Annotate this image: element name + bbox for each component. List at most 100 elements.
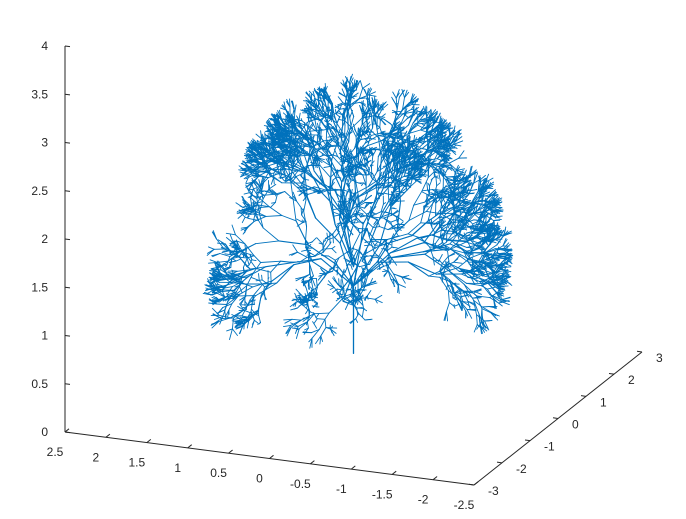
tree-branch-segment	[357, 288, 367, 291]
tree-branch-segment	[354, 212, 359, 216]
tree-branch-segment	[374, 298, 378, 304]
tree-branch-segment	[485, 211, 495, 218]
tree-branch-segment	[357, 299, 364, 306]
tree-branch-segment	[441, 256, 449, 265]
tree-branch-segment	[260, 148, 268, 150]
tree-branch-segment	[247, 303, 255, 306]
tree-branch-segment	[447, 224, 450, 229]
tree-branch-segment	[241, 199, 248, 205]
tree-branch-segment	[429, 199, 435, 203]
tree-branch-segment	[390, 278, 396, 287]
tree-branch-segment	[348, 174, 355, 178]
tree-branch-segment	[423, 201, 428, 213]
tree-branch-segment	[392, 190, 400, 193]
tree-branch-segment	[396, 215, 398, 223]
tree-branch-segment	[252, 163, 259, 168]
tree-branch-segment	[470, 246, 473, 252]
tree-branch-segment	[355, 173, 367, 176]
tree-branch-segment	[453, 261, 463, 264]
tree-branch-segment	[467, 229, 475, 242]
tree-branch-segment	[369, 244, 376, 249]
tree-branch-segment	[351, 96, 355, 100]
tree-branch-segment	[438, 120, 443, 130]
tree-branch-segment	[457, 201, 473, 213]
tree-branch-segment	[277, 131, 285, 133]
tree-branch-segment	[234, 285, 240, 288]
tree-branch-segment	[298, 112, 301, 121]
tree-branch-segment	[248, 208, 252, 211]
tree-branch-segment	[446, 177, 455, 182]
tree-branch-segment	[212, 230, 217, 240]
tree-branch-segment	[351, 92, 359, 98]
tree-branch-segment	[381, 113, 386, 118]
tree-branch-segment	[363, 164, 368, 171]
tree-branch-segment	[482, 254, 491, 258]
tree-branch-segment	[384, 181, 391, 189]
tree-branch-segment	[206, 248, 215, 254]
tree-branch-segment	[336, 288, 344, 291]
tree-branch-segment	[459, 295, 468, 298]
tree-branch-segment	[483, 184, 490, 193]
tree-branch-segment	[213, 281, 218, 287]
tree-branch-segment	[324, 233, 334, 239]
tree-branch-segment	[498, 260, 508, 267]
tree-branch-segment	[457, 302, 463, 310]
tree-branch-segment	[258, 220, 264, 229]
tree-branch-segment	[334, 223, 355, 268]
tree-branch-segment	[462, 214, 472, 218]
tree-branch-segment	[303, 199, 307, 212]
tree-branch-segment	[357, 212, 364, 215]
tree-branch-segment	[407, 222, 422, 235]
tree-branch-segment	[343, 257, 352, 263]
tree-branch-segment	[329, 287, 335, 290]
tree-branch-segment	[290, 147, 294, 150]
tree-branch-segment	[491, 259, 495, 262]
tree-branch-segment	[481, 222, 487, 227]
tree-branch-segment	[267, 123, 273, 131]
tree-branch-segment	[320, 191, 347, 219]
tree-branch-segment	[343, 300, 349, 304]
tree-branch-segment	[266, 119, 273, 128]
tree-branch-segment	[446, 302, 450, 312]
tree-branch-segment	[478, 220, 483, 223]
tree-branch-segment	[438, 159, 442, 164]
tree-branch-segment	[367, 280, 376, 285]
tree-branch-segment	[489, 297, 499, 304]
tree-branch-segment	[380, 203, 384, 213]
tree-branch-segment	[322, 248, 333, 250]
tree-branch-segment	[242, 227, 249, 235]
tree-branch-segment	[394, 122, 398, 128]
tree-branch-segment	[253, 180, 261, 188]
tree-branch-segment	[251, 174, 261, 183]
tree-branch-segment	[252, 280, 273, 288]
tree-branch-segment	[480, 177, 486, 183]
tree-branch-segment	[364, 194, 372, 202]
tree-branch-segment	[482, 258, 485, 264]
tree-branch-segment	[234, 275, 243, 279]
tree-branch-segment	[309, 288, 314, 295]
tree-branch-segment	[322, 243, 331, 253]
tree-branch-segment	[337, 96, 344, 104]
tree-branch-segment	[288, 116, 295, 122]
tree-branch-segment	[447, 253, 456, 258]
tree-branch-segment	[251, 158, 259, 162]
tree-branch-segment	[354, 262, 360, 268]
tree-branch-segment	[446, 216, 452, 225]
tree-branch-segment	[439, 134, 447, 141]
tree-branch-segment	[286, 163, 308, 172]
tree-branch-segment	[494, 225, 501, 232]
tree-branch-segment	[251, 259, 257, 262]
tree-branch-segment	[387, 233, 409, 240]
tree-branch-segment	[302, 280, 310, 282]
tree-branch-segment	[243, 174, 250, 180]
tree-branch-segment	[280, 107, 287, 111]
tree-branch-segment	[284, 191, 294, 200]
tree-branch-segment	[230, 273, 239, 276]
tree-branch-segment	[248, 170, 254, 176]
tree-branch-segment	[300, 182, 322, 193]
tree-branch-segment	[505, 258, 513, 265]
tree-branch-segment	[366, 161, 369, 166]
tree-branch-segment	[262, 227, 280, 242]
tree-branch-segment	[288, 151, 295, 166]
tree-branch-segment	[302, 298, 305, 303]
